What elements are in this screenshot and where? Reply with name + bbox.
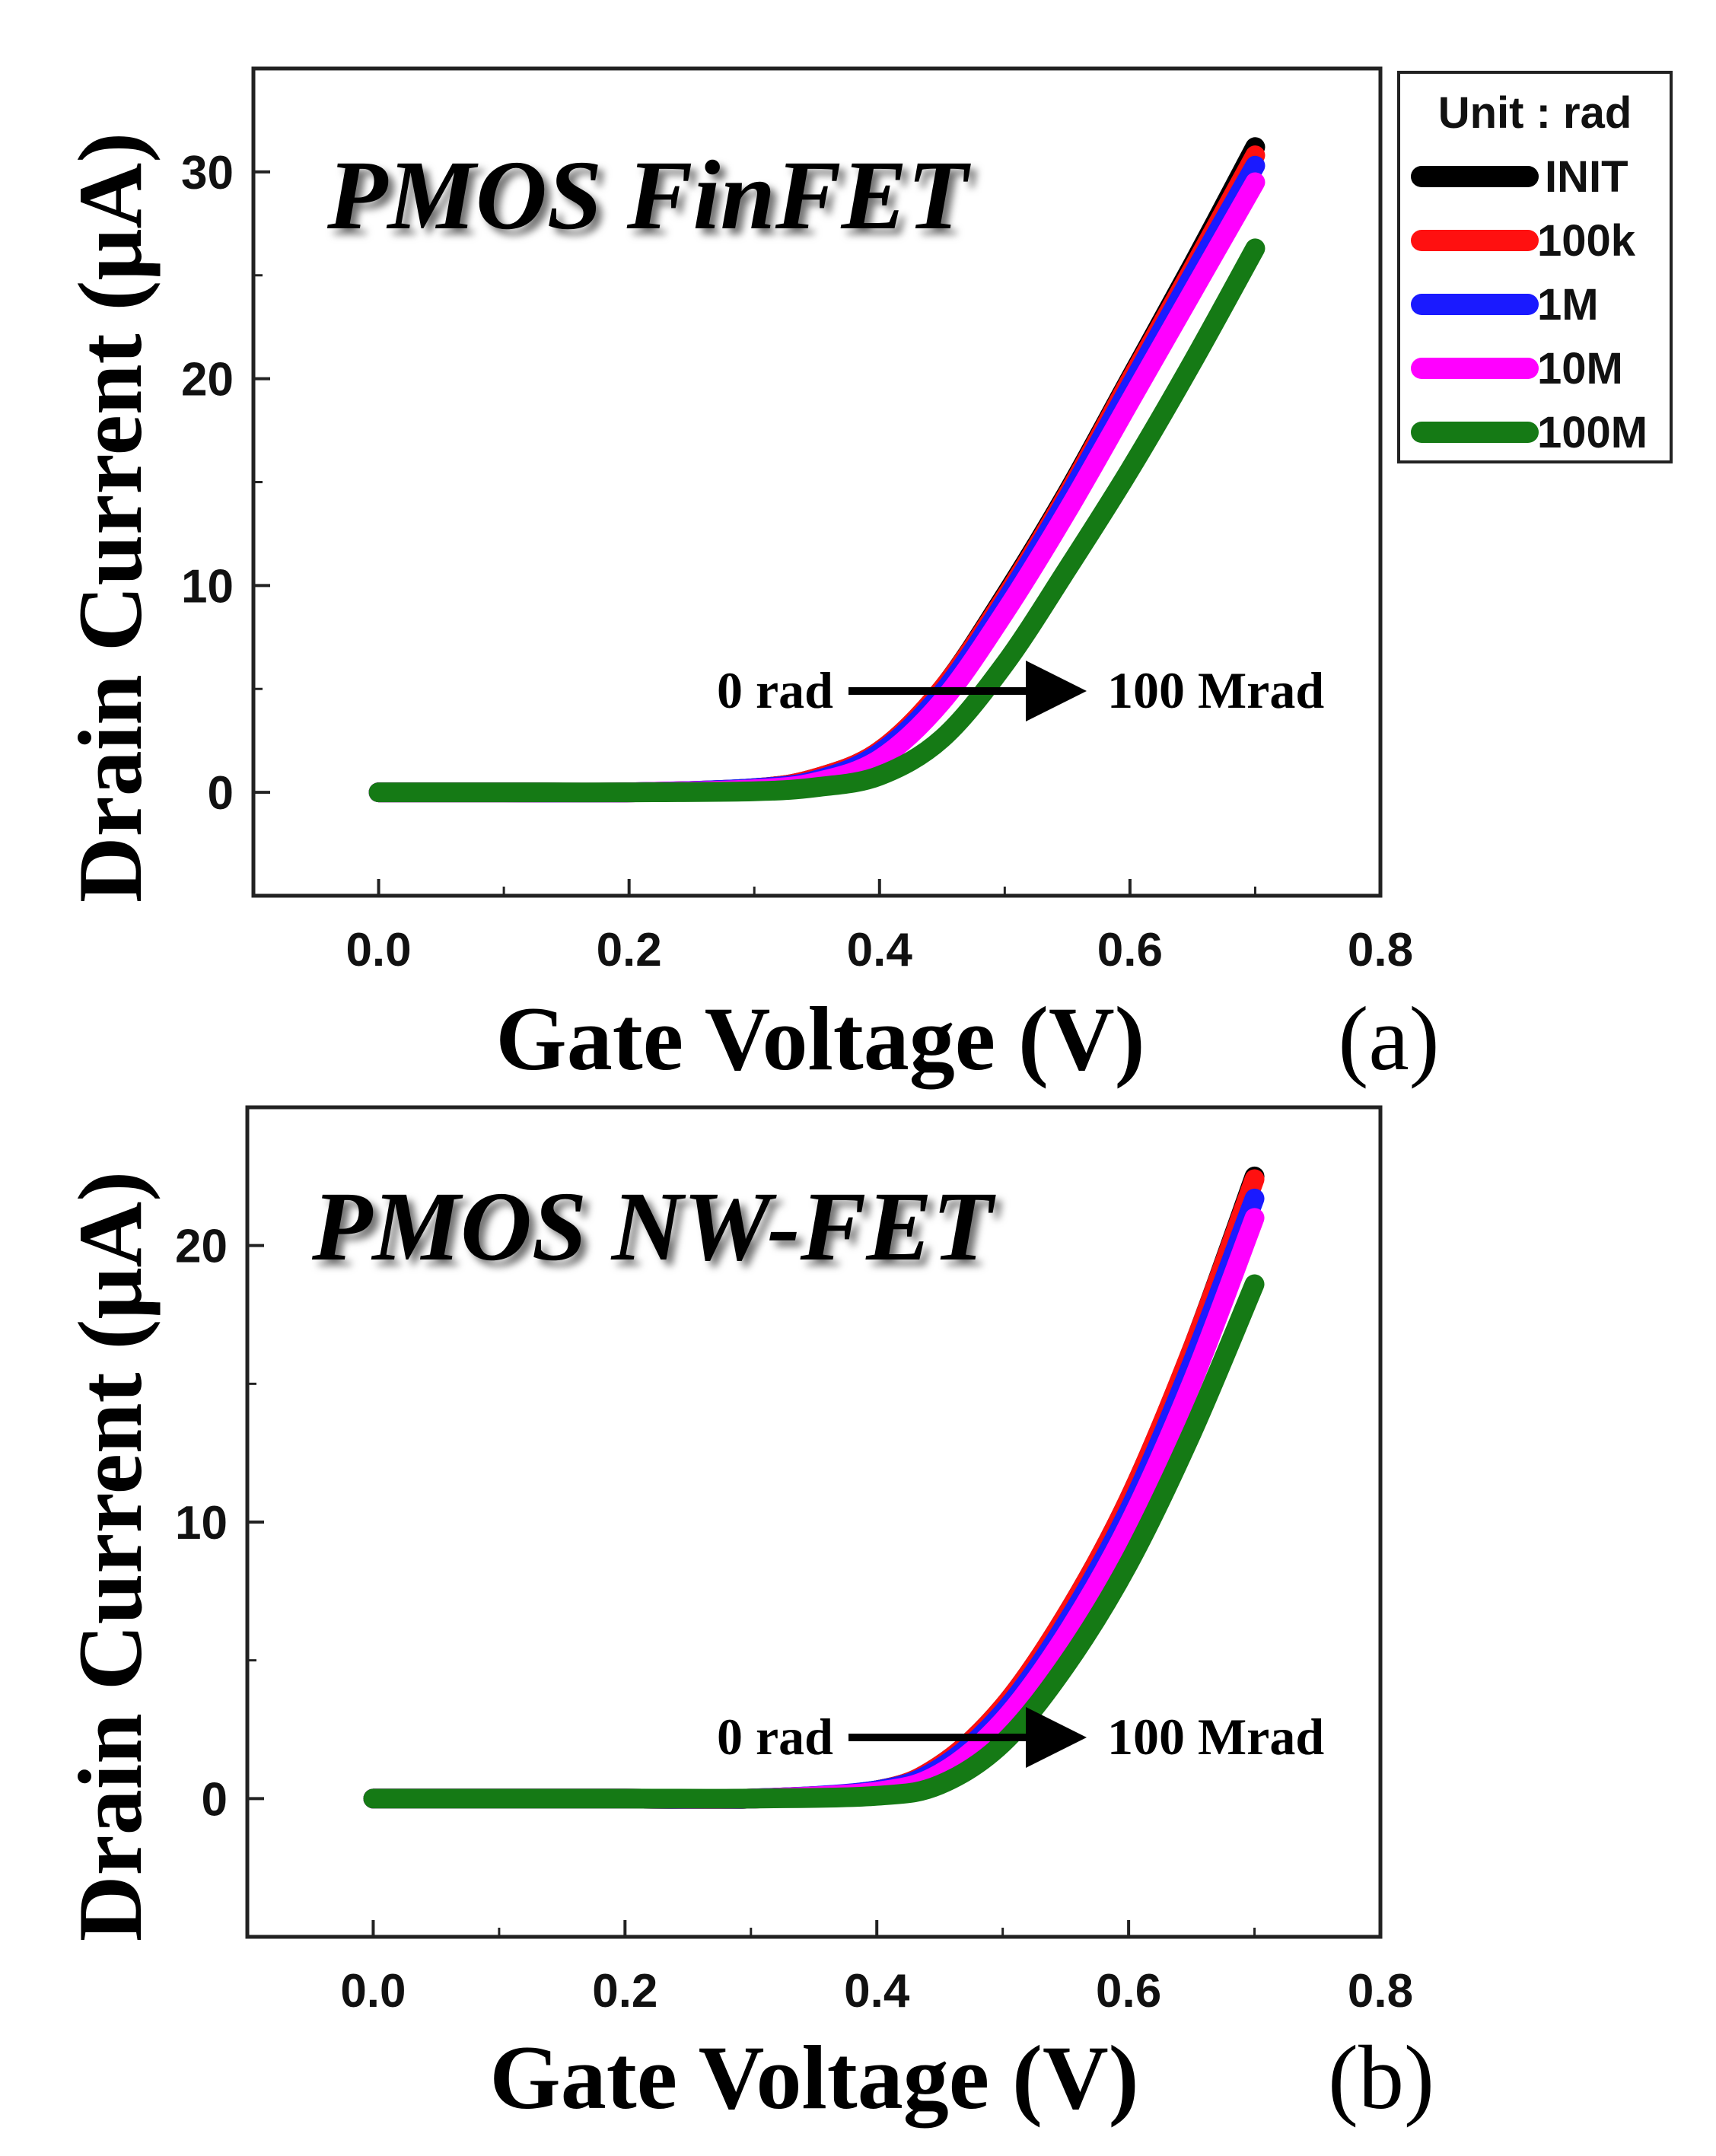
panel-a-y-axis-title: Drain Current (μA) bbox=[59, 132, 161, 903]
panel-b-x-tick-label: 0.0 bbox=[340, 1965, 406, 2017]
panel-a-series-group bbox=[368, 137, 1266, 803]
legend-box bbox=[1397, 71, 1673, 463]
panel-a-x-axis-title: Gate Voltage (V) bbox=[495, 988, 1145, 1090]
panel-a-annotation-end: 100 Mrad bbox=[1107, 661, 1324, 719]
panel-a-label: (a) bbox=[1338, 988, 1439, 1089]
panel-b-x-axis-title: Gate Voltage (V) bbox=[489, 2027, 1138, 2129]
legend-entry: 100k bbox=[1411, 216, 1636, 266]
panel-a-y-tick-label: 20 bbox=[181, 354, 234, 406]
legend-entry: 100M bbox=[1411, 408, 1648, 457]
panel-b-x-tick-label: 0.6 bbox=[1096, 1965, 1161, 2017]
panel-b-x-tick-label: 0.2 bbox=[592, 1965, 657, 2017]
panel-b-chart: 0.0 0.2 0.4 0.6 0.8 0 10 20 PMOS NW-FET 0 rad 1… bbox=[59, 1105, 1434, 2129]
panel-b-label: (b) bbox=[1328, 2027, 1434, 2128]
legend-label: 10M bbox=[1537, 344, 1623, 393]
panel-a-ticks: 0.0 0.2 0.4 0.6 0.8 0 10 20 30 bbox=[181, 147, 1413, 976]
panel-a-chart: 0.0 0.2 0.4 0.6 0.8 0 10 20 30 PMOS FinFET 0 rad… bbox=[59, 66, 1440, 1090]
panel-b-y-tick-label: 20 bbox=[175, 1221, 228, 1273]
legend-label: 1M bbox=[1537, 280, 1599, 330]
legend-entry: INIT bbox=[1411, 152, 1628, 202]
panel-b-y-axis-title: Drain Current (μA) bbox=[59, 1171, 161, 1941]
panel-b-x-tick-label: 0.4 bbox=[844, 1965, 910, 2017]
panel-b-annotation-end: 100 Mrad bbox=[1107, 1708, 1324, 1766]
legend: Unit : rad INIT 100k 1M 10M 100M bbox=[1397, 71, 1673, 463]
legend-label: 100M bbox=[1537, 408, 1648, 457]
panel-a-y-tick-label: 10 bbox=[181, 560, 234, 613]
panel-b-ticks: 0.0 0.2 0.4 0.6 0.8 0 10 20 bbox=[175, 1221, 1413, 2017]
panel-a-x-tick-label: 0.0 bbox=[345, 924, 411, 976]
legend-entry: 10M bbox=[1411, 344, 1623, 393]
panel-b-x-tick-label: 0.8 bbox=[1348, 1965, 1413, 2017]
legend-entry: 1M bbox=[1411, 280, 1599, 330]
panel-a-x-tick-label: 0.8 bbox=[1348, 924, 1413, 976]
panel-b-y-tick-label: 0 bbox=[202, 1773, 228, 1826]
panel-b-annotation-start: 0 rad bbox=[717, 1708, 833, 1766]
panel-a-x-tick-label: 0.2 bbox=[597, 924, 662, 976]
panel-a-title: PMOS FinFET bbox=[326, 141, 971, 250]
panel-a-y-tick-label: 30 bbox=[181, 147, 234, 199]
legend-title: Unit : rad bbox=[1438, 88, 1632, 138]
panel-b-title: PMOS NW-FET bbox=[311, 1172, 996, 1282]
panel-a-y-tick-label: 0 bbox=[208, 767, 234, 820]
legend-label: 100k bbox=[1537, 216, 1636, 266]
panel-b-y-tick-label: 10 bbox=[175, 1497, 228, 1549]
panel-a-x-tick-label: 0.4 bbox=[847, 924, 913, 976]
panel-a-x-tick-label: 0.6 bbox=[1097, 924, 1163, 976]
legend-label: INIT bbox=[1545, 152, 1628, 202]
panel-a-annotation-start: 0 rad bbox=[717, 661, 833, 719]
panel-a-series-100m bbox=[368, 238, 1266, 803]
panel-b-series-group bbox=[363, 1166, 1265, 1810]
panel-b-series-100m bbox=[363, 1274, 1265, 1809]
